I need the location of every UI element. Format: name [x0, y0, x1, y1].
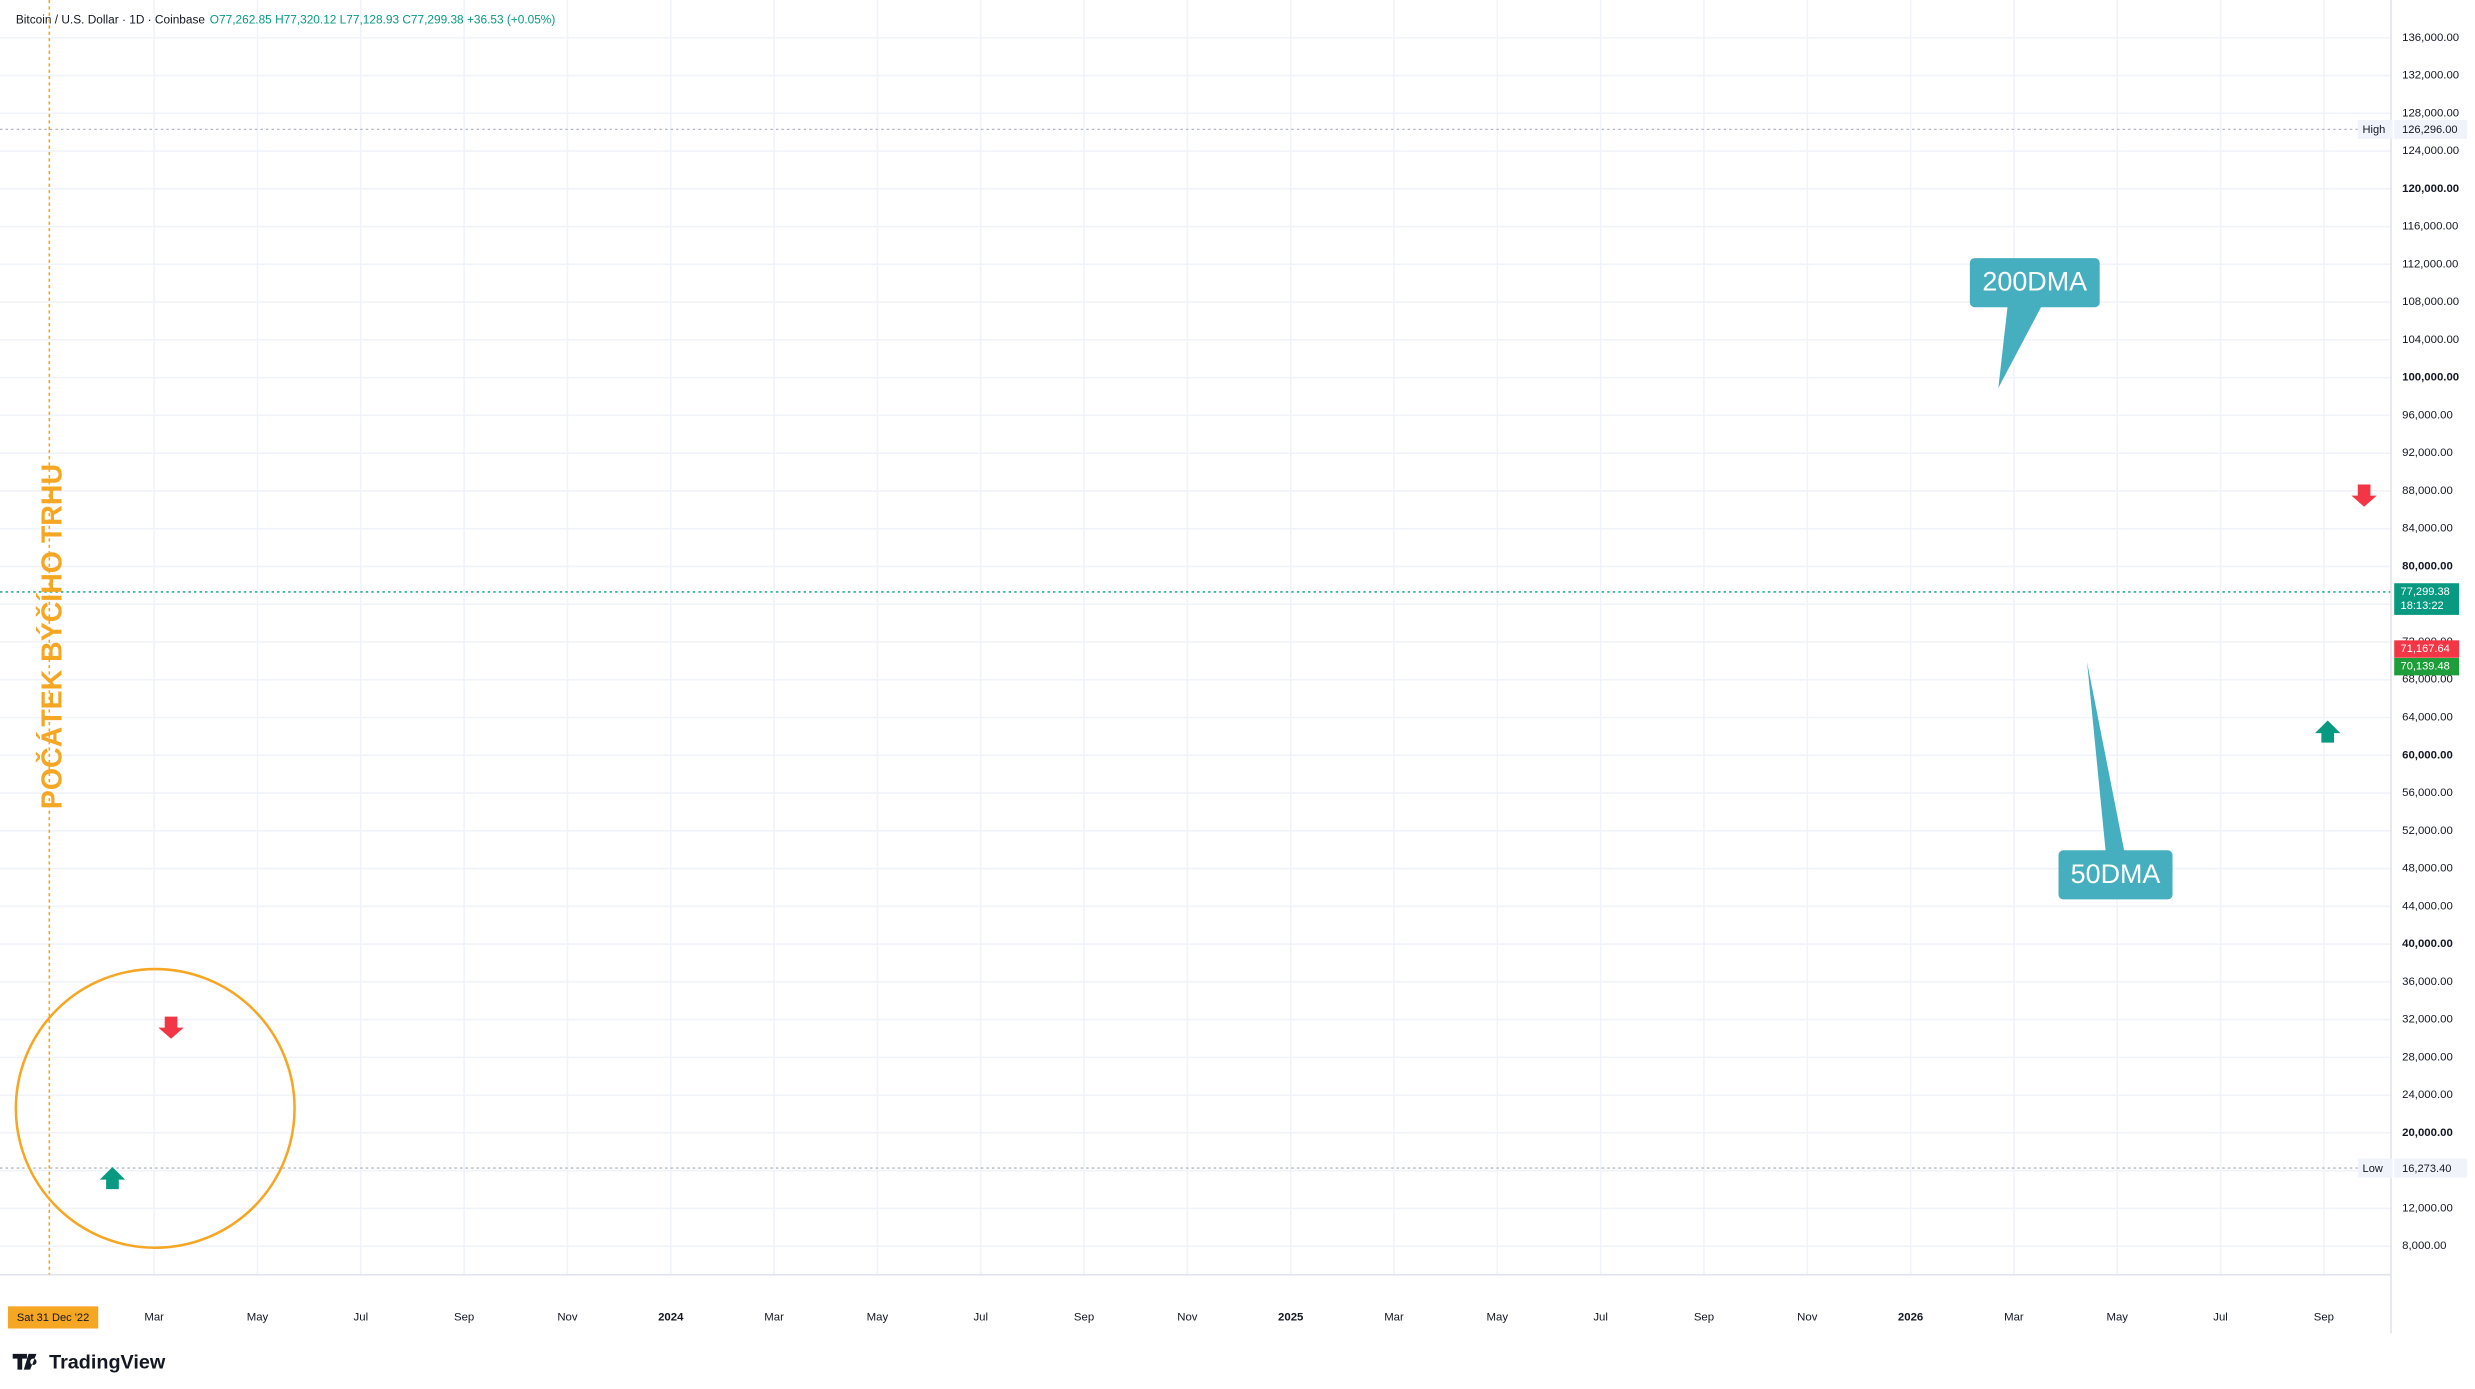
x-tick-label: Jul: [973, 1311, 988, 1323]
logo-icon: [12, 1353, 37, 1370]
x-tick-label: Nov: [1797, 1311, 1818, 1323]
price-label-box: [2394, 583, 2460, 615]
x-tick-label: Sep: [1694, 1311, 1714, 1323]
up-arrow: [99, 1167, 126, 1190]
highlight-circle: [14, 967, 296, 1250]
callout-text: 200DMA: [1982, 267, 2087, 297]
high-tag: High: [2363, 124, 2386, 136]
high-label: 126,296.00: [2402, 124, 2457, 136]
callout-box: [1969, 258, 2100, 308]
up-arrow: [2315, 720, 2341, 743]
y-tick-label: 56,000.00: [2402, 787, 2453, 799]
low-label-box: [2394, 1158, 2468, 1178]
high-tag-box: [2357, 119, 2393, 139]
x-tick-label: May: [2106, 1311, 2128, 1323]
x-tick-label: Nov: [1177, 1311, 1198, 1323]
callout-box: [2058, 850, 2173, 900]
crosshair-label: Sat 31 Dec '22: [17, 1312, 89, 1324]
y-tick-label: 124,000.00: [2402, 145, 2459, 157]
crosshair-label-box: [7, 1306, 99, 1329]
y-tick-label: 40,000.00: [2402, 938, 2453, 950]
x-tick-label: Jul: [1593, 1311, 1608, 1323]
y-tick-label: 132,000.00: [2402, 70, 2459, 82]
y-tick-label: 104,000.00: [2402, 334, 2459, 346]
price-label-box: [2394, 640, 2460, 658]
x-tick-label: May: [867, 1311, 889, 1323]
y-tick-label: 96,000.00: [2402, 409, 2453, 421]
callout-text: 50DMA: [2071, 859, 2161, 889]
y-tick-label: 60,000.00: [2402, 749, 2453, 761]
price-label-time: 18:13:22: [2401, 600, 2444, 612]
y-tick-label: 48,000.00: [2402, 863, 2453, 875]
brand: TradingView: [49, 1352, 166, 1374]
x-tick-label: 2025: [1278, 1311, 1304, 1323]
x-tick-label: Sep: [454, 1311, 474, 1323]
logo: TradingView: [12, 1352, 166, 1374]
x-tick-label: Sep: [2314, 1311, 2334, 1323]
y-tick-label: 8,000.00: [2402, 1240, 2446, 1252]
x-tick-label: Mar: [1384, 1311, 1404, 1323]
callout-pointer: [1998, 304, 2043, 388]
low-tag: Low: [2363, 1163, 2384, 1175]
high-label-box: [2394, 119, 2468, 139]
y-tick-label: 84,000.00: [2402, 523, 2453, 535]
y-tick-label: 12,000.00: [2402, 1202, 2453, 1214]
y-tick-label: 64,000.00: [2402, 712, 2453, 724]
y-tick-label: 24,000.00: [2402, 1089, 2453, 1101]
ohlc: O77,262.85 H77,320.12 L77,128.93 C77,299…: [210, 13, 556, 27]
y-tick-label: 100,000.00: [2402, 372, 2459, 384]
x-tick-label: Mar: [764, 1311, 784, 1323]
y-tick-label: 32,000.00: [2402, 1014, 2453, 1026]
x-tick-label: 2026: [1898, 1311, 1923, 1323]
price-label-box: [2394, 657, 2460, 676]
y-tick-label: 36,000.00: [2402, 976, 2453, 988]
annotation: POČÁTEK BÝČÍHO TRHU: [35, 464, 68, 809]
y-tick-label: 112,000.00: [2402, 258, 2458, 270]
y-tick-label: 44,000.00: [2402, 900, 2453, 912]
x-tick-label: May: [1487, 1311, 1509, 1323]
y-tick-label: 108,000.00: [2402, 296, 2459, 308]
x-tick-label: 2024: [658, 1311, 684, 1323]
low-tag-box: [2357, 1158, 2393, 1178]
y-tick-label: 136,000.00: [2402, 32, 2459, 44]
y-tick-label: 88,000.00: [2402, 485, 2453, 497]
x-tick-label: Mar: [144, 1311, 164, 1323]
header: Bitcoin / U.S. Dollar · 1D · Coinbase O77…: [16, 13, 555, 27]
y-tick-label: 20,000.00: [2402, 1127, 2453, 1139]
y-tick-label: 80,000.00: [2402, 560, 2453, 572]
y-tick-label: 128,000.00: [2402, 107, 2459, 119]
x-tick-label: May: [247, 1311, 269, 1323]
y-tick-label: 116,000.00: [2402, 221, 2458, 233]
x-tick-label: Sep: [1074, 1311, 1094, 1323]
y-tick-label: 28,000.00: [2402, 1051, 2453, 1063]
x-tick-label: Jul: [2213, 1311, 2228, 1323]
symbol: Bitcoin / U.S. Dollar · 1D · Coinbase: [16, 13, 206, 27]
x-tick-label: Mar: [2004, 1311, 2024, 1323]
grid: [0, 0, 2392, 1275]
x-tick-label: Jul: [354, 1311, 369, 1323]
x-tick-label: Nov: [557, 1311, 578, 1323]
price-label: 77,299.38: [2401, 586, 2450, 598]
y-tick-label: 68,000.00: [2402, 674, 2453, 686]
y-tick-label: 52,000.00: [2402, 825, 2453, 837]
price-label: 70,139.48: [2401, 661, 2450, 673]
y-tick-label: 92,000.00: [2402, 447, 2453, 459]
y-tick-label: 120,000.00: [2402, 183, 2459, 195]
low-label: 16,273.40: [2402, 1163, 2451, 1175]
price-label: 71,167.64: [2401, 643, 2450, 655]
